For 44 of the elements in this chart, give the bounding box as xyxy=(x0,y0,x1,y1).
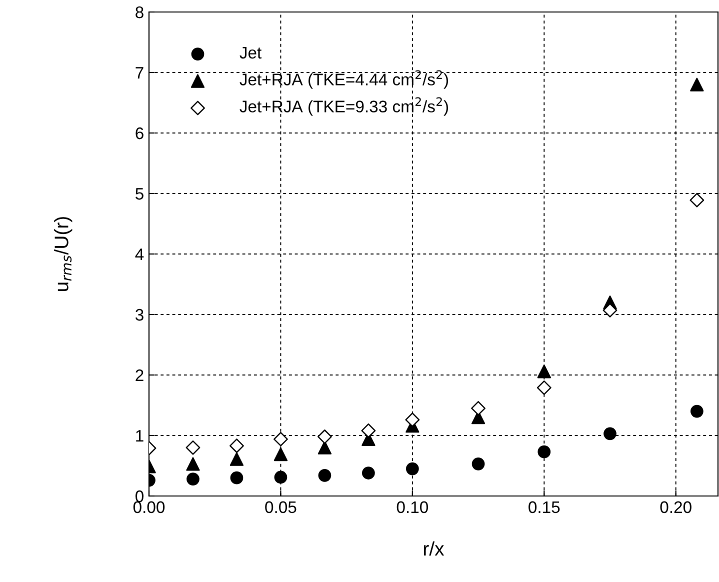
x-tick-label: 0.15 xyxy=(528,501,560,514)
x-axis-title: r/x xyxy=(424,541,444,556)
point xyxy=(186,472,200,486)
point xyxy=(362,466,375,480)
point xyxy=(186,457,200,471)
point xyxy=(536,380,552,395)
point xyxy=(230,471,244,484)
y-tick-label: 1 xyxy=(136,430,144,442)
y-tick-label: 6 xyxy=(136,127,144,140)
point xyxy=(274,470,288,484)
y-axis-title: u$_{rms}$/U(r) xyxy=(54,217,72,291)
point xyxy=(405,412,420,427)
x-tick-label: 0.05 xyxy=(265,501,296,514)
x-tick-label: 0.00 xyxy=(133,501,165,514)
point xyxy=(690,192,704,208)
legend-label: Jet xyxy=(240,46,262,59)
y-tick-label: 8 xyxy=(136,6,144,18)
point xyxy=(406,462,419,476)
point xyxy=(471,401,486,416)
y-tick-label: 7 xyxy=(136,67,144,79)
point xyxy=(230,452,244,466)
point xyxy=(538,445,551,458)
point xyxy=(690,78,704,92)
point xyxy=(318,440,332,454)
point xyxy=(537,364,551,378)
legend-label: Jet+RJA (TKE=9.33 cm$^{2}$/s$^{2}$) xyxy=(240,97,448,116)
point xyxy=(230,438,244,453)
point xyxy=(602,303,618,318)
y-tick-label: 0 xyxy=(136,490,144,502)
point xyxy=(186,440,200,455)
point xyxy=(274,432,288,446)
y-tick-label: 4 xyxy=(135,248,144,260)
y-tick-label: 2 xyxy=(136,369,144,382)
point xyxy=(318,468,332,482)
point xyxy=(472,458,485,470)
point xyxy=(690,404,704,418)
point xyxy=(274,447,288,462)
y-tick-label: 3 xyxy=(136,308,144,321)
point xyxy=(361,423,376,438)
point xyxy=(317,429,332,444)
x-tick-label: 0.10 xyxy=(396,501,428,514)
x-tick-label: 0.20 xyxy=(660,501,692,514)
y-tick-label: 5 xyxy=(136,188,144,200)
point xyxy=(604,427,616,440)
